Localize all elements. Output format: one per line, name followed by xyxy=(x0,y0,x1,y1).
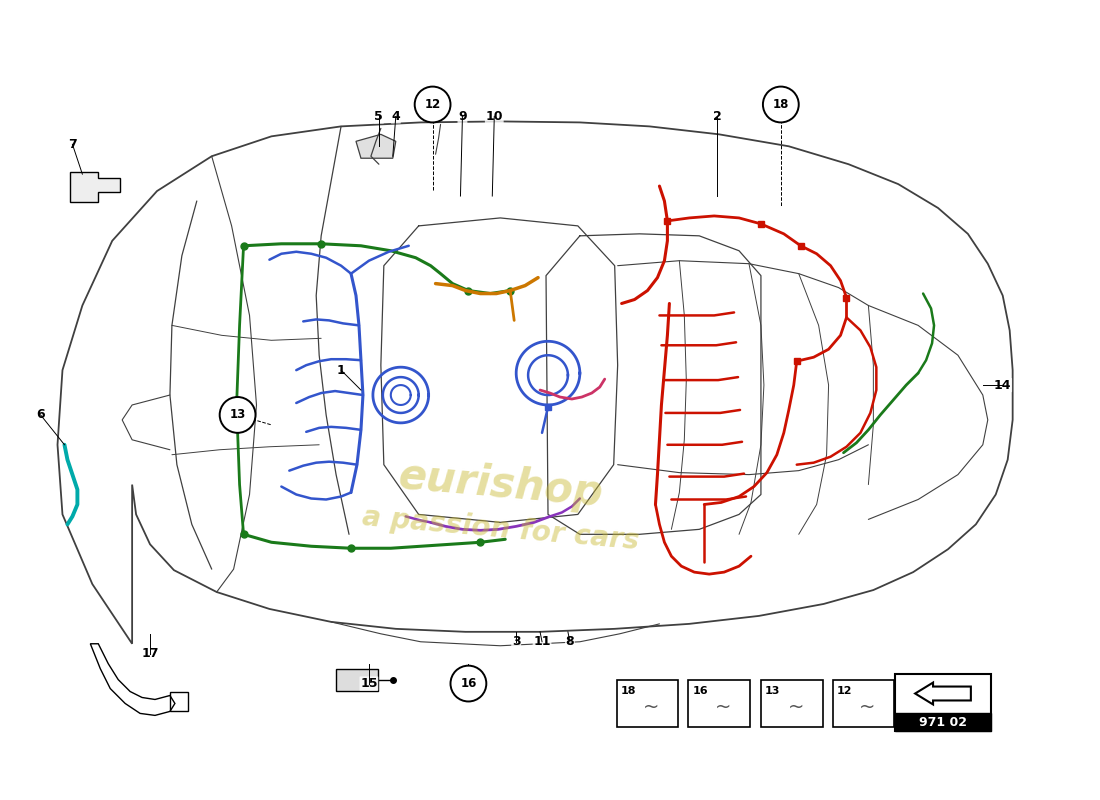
Text: 16: 16 xyxy=(692,686,708,695)
Text: 9: 9 xyxy=(458,110,466,123)
Text: 3: 3 xyxy=(512,635,520,648)
Bar xyxy=(337,669,378,690)
Text: 1: 1 xyxy=(337,364,345,377)
Bar xyxy=(895,674,991,731)
Text: 12: 12 xyxy=(425,98,441,111)
Circle shape xyxy=(415,86,451,122)
Circle shape xyxy=(220,397,255,433)
Text: ~: ~ xyxy=(788,698,804,717)
Text: 18: 18 xyxy=(772,98,789,111)
FancyArrow shape xyxy=(915,682,971,705)
Text: 7: 7 xyxy=(68,138,77,150)
Text: a passion for cars: a passion for cars xyxy=(361,503,640,555)
Text: 15: 15 xyxy=(360,677,377,690)
Text: 6: 6 xyxy=(36,409,45,422)
Circle shape xyxy=(451,666,486,702)
Circle shape xyxy=(763,86,799,122)
Text: 5: 5 xyxy=(374,110,383,123)
Bar xyxy=(833,679,894,727)
Text: 4: 4 xyxy=(392,110,400,123)
Polygon shape xyxy=(70,172,120,202)
Polygon shape xyxy=(356,134,396,158)
Text: 13: 13 xyxy=(764,686,780,695)
Bar xyxy=(761,679,823,727)
Bar xyxy=(689,679,750,727)
Text: eurishop: eurishop xyxy=(396,454,604,514)
Text: 12: 12 xyxy=(836,686,852,695)
Text: 971 02: 971 02 xyxy=(918,716,967,729)
Text: 16: 16 xyxy=(460,677,476,690)
Text: 8: 8 xyxy=(565,635,574,648)
Bar xyxy=(895,714,991,731)
Bar xyxy=(169,691,188,711)
Text: 11: 11 xyxy=(534,635,551,648)
Text: 14: 14 xyxy=(994,378,1012,391)
Bar xyxy=(617,679,679,727)
Text: 18: 18 xyxy=(620,686,636,695)
Text: 2: 2 xyxy=(713,110,722,123)
Text: 10: 10 xyxy=(485,110,503,123)
Text: ~: ~ xyxy=(715,698,732,717)
Text: ~: ~ xyxy=(644,698,660,717)
Text: 17: 17 xyxy=(141,647,158,660)
Text: 13: 13 xyxy=(230,409,245,422)
Text: ~: ~ xyxy=(859,698,876,717)
